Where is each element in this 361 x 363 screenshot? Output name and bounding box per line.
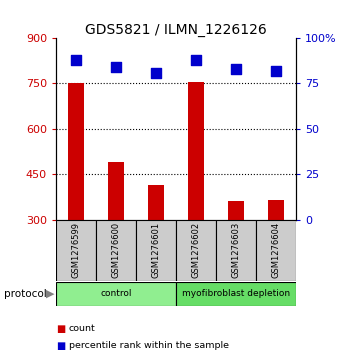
Bar xyxy=(176,282,296,306)
Text: GSM1276604: GSM1276604 xyxy=(271,221,280,278)
Text: GSM1276601: GSM1276601 xyxy=(152,221,161,278)
Text: ▶: ▶ xyxy=(45,289,54,299)
Text: GSM1276602: GSM1276602 xyxy=(191,221,200,278)
Bar xyxy=(96,220,136,281)
Bar xyxy=(216,220,256,281)
Point xyxy=(273,68,279,74)
Bar xyxy=(68,83,84,220)
Bar xyxy=(148,185,164,220)
Point xyxy=(233,66,239,72)
Bar xyxy=(56,282,176,306)
Text: protocol: protocol xyxy=(4,289,46,299)
Bar xyxy=(176,220,216,281)
Text: ■: ■ xyxy=(56,340,65,351)
Bar xyxy=(256,220,296,281)
Bar xyxy=(56,220,96,281)
Bar xyxy=(228,201,244,220)
Text: count: count xyxy=(69,324,95,333)
Bar xyxy=(136,220,176,281)
Text: ■: ■ xyxy=(56,323,65,334)
Text: control: control xyxy=(100,289,132,298)
Point xyxy=(113,64,119,70)
Bar xyxy=(268,200,284,220)
Point xyxy=(193,57,199,63)
Title: GDS5821 / ILMN_1226126: GDS5821 / ILMN_1226126 xyxy=(85,23,267,37)
Text: GSM1276603: GSM1276603 xyxy=(231,221,240,278)
Text: percentile rank within the sample: percentile rank within the sample xyxy=(69,341,229,350)
Text: myofibroblast depletion: myofibroblast depletion xyxy=(182,289,290,298)
Point xyxy=(153,70,159,76)
Text: GSM1276600: GSM1276600 xyxy=(112,221,121,278)
Text: GSM1276599: GSM1276599 xyxy=(71,222,81,278)
Point xyxy=(73,57,79,63)
Bar xyxy=(108,162,124,220)
Bar xyxy=(188,82,204,220)
